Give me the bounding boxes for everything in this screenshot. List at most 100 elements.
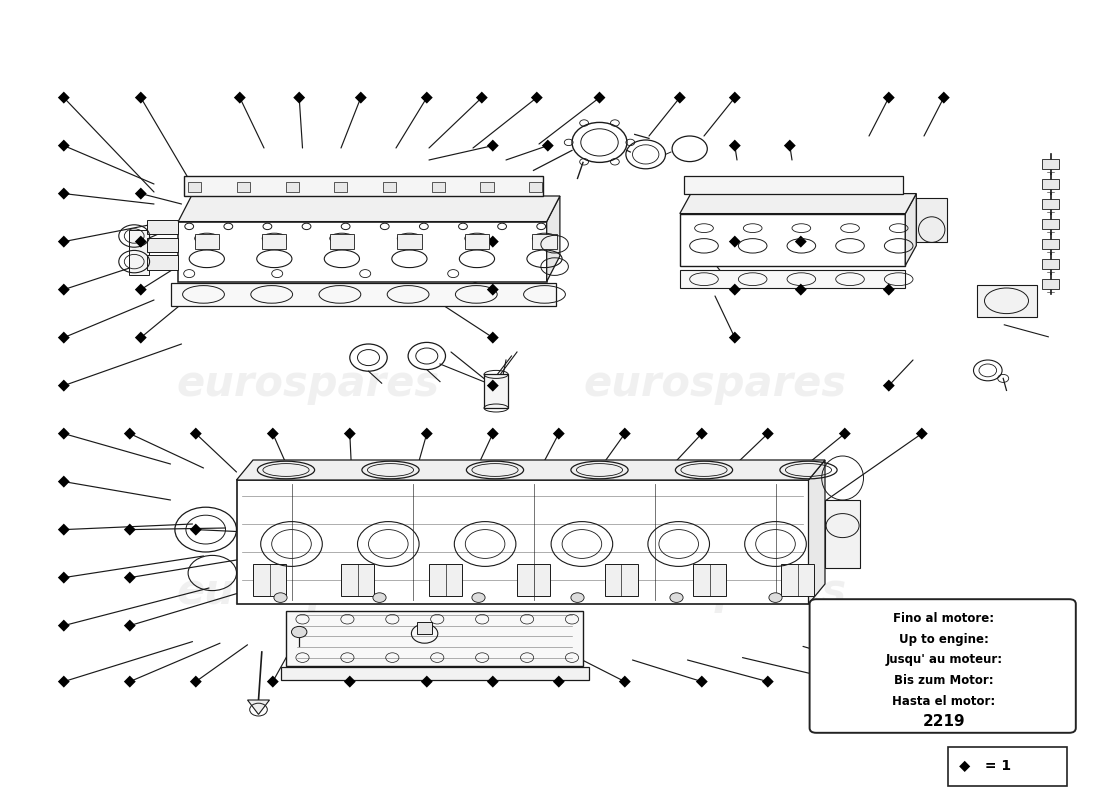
Circle shape (571, 593, 584, 602)
Polygon shape (808, 460, 825, 604)
Polygon shape (58, 140, 69, 152)
Polygon shape (190, 675, 201, 688)
Polygon shape (729, 284, 740, 295)
Polygon shape (487, 380, 498, 391)
Polygon shape (124, 619, 135, 632)
Bar (484, 374, 508, 408)
Polygon shape (784, 140, 795, 152)
Polygon shape (553, 675, 564, 688)
Bar (693, 564, 726, 596)
Polygon shape (487, 332, 498, 344)
Polygon shape (124, 571, 135, 584)
Polygon shape (58, 380, 69, 391)
Polygon shape (938, 92, 949, 103)
Polygon shape (58, 619, 69, 632)
Polygon shape (58, 92, 69, 103)
Text: = 1: = 1 (980, 759, 1011, 774)
Bar (383, 182, 396, 192)
Polygon shape (147, 238, 178, 252)
Polygon shape (147, 220, 178, 234)
Text: Up to engine:: Up to engine: (899, 633, 989, 646)
Circle shape (292, 626, 307, 638)
Text: eurospares: eurospares (176, 571, 440, 613)
Polygon shape (487, 427, 498, 439)
Polygon shape (680, 194, 916, 214)
Polygon shape (135, 92, 146, 103)
Bar (280, 667, 588, 680)
Polygon shape (190, 427, 201, 439)
Polygon shape (476, 92, 487, 103)
Polygon shape (487, 675, 498, 688)
Polygon shape (487, 188, 498, 199)
Polygon shape (729, 188, 740, 199)
Polygon shape (487, 235, 498, 248)
Bar (825, 500, 860, 568)
Polygon shape (795, 284, 806, 295)
Bar (431, 182, 444, 192)
Polygon shape (58, 523, 69, 536)
Bar (680, 214, 905, 266)
Bar (334, 182, 348, 192)
Polygon shape (58, 188, 69, 199)
Polygon shape (421, 92, 432, 103)
Bar (948, 747, 1067, 786)
Bar (684, 176, 903, 194)
Bar (605, 564, 638, 596)
Bar (532, 234, 557, 249)
Polygon shape (729, 92, 740, 103)
Bar (465, 234, 490, 249)
Polygon shape (58, 284, 69, 295)
Bar (1042, 199, 1059, 209)
Polygon shape (135, 188, 146, 199)
Bar (481, 182, 494, 192)
Polygon shape (58, 475, 69, 487)
Bar (429, 564, 462, 596)
Bar (1042, 179, 1059, 189)
Polygon shape (905, 194, 916, 266)
Polygon shape (542, 140, 553, 152)
Polygon shape (839, 427, 850, 439)
Circle shape (769, 593, 782, 602)
Polygon shape (124, 675, 135, 688)
Bar (1042, 159, 1059, 169)
Polygon shape (58, 235, 69, 248)
Polygon shape (959, 761, 970, 772)
Polygon shape (619, 427, 630, 439)
Circle shape (373, 593, 386, 602)
Polygon shape (883, 284, 894, 295)
Bar (262, 234, 286, 249)
Polygon shape (294, 92, 305, 103)
Polygon shape (729, 332, 740, 344)
Polygon shape (58, 571, 69, 584)
Polygon shape (762, 675, 773, 688)
Polygon shape (267, 675, 278, 688)
Polygon shape (421, 675, 432, 688)
Bar (236, 480, 808, 604)
Bar (341, 564, 374, 596)
Bar (178, 222, 547, 282)
Polygon shape (619, 675, 630, 688)
Polygon shape (487, 284, 498, 295)
Polygon shape (135, 284, 146, 295)
Polygon shape (248, 700, 270, 714)
Polygon shape (729, 140, 740, 152)
Bar (184, 176, 543, 196)
Bar (286, 611, 583, 666)
Polygon shape (58, 675, 69, 688)
Bar (977, 285, 1037, 317)
Polygon shape (883, 92, 894, 103)
Polygon shape (135, 332, 146, 344)
Polygon shape (58, 332, 69, 344)
Polygon shape (674, 92, 685, 103)
Text: eurospares: eurospares (583, 363, 847, 405)
Bar (188, 182, 201, 192)
Polygon shape (696, 675, 707, 688)
Bar (781, 564, 814, 596)
Polygon shape (594, 92, 605, 103)
Polygon shape (547, 196, 560, 282)
Bar (529, 182, 542, 192)
Polygon shape (531, 92, 542, 103)
Polygon shape (839, 675, 850, 688)
Text: 2219: 2219 (923, 714, 965, 730)
Text: eurospares: eurospares (583, 571, 847, 613)
